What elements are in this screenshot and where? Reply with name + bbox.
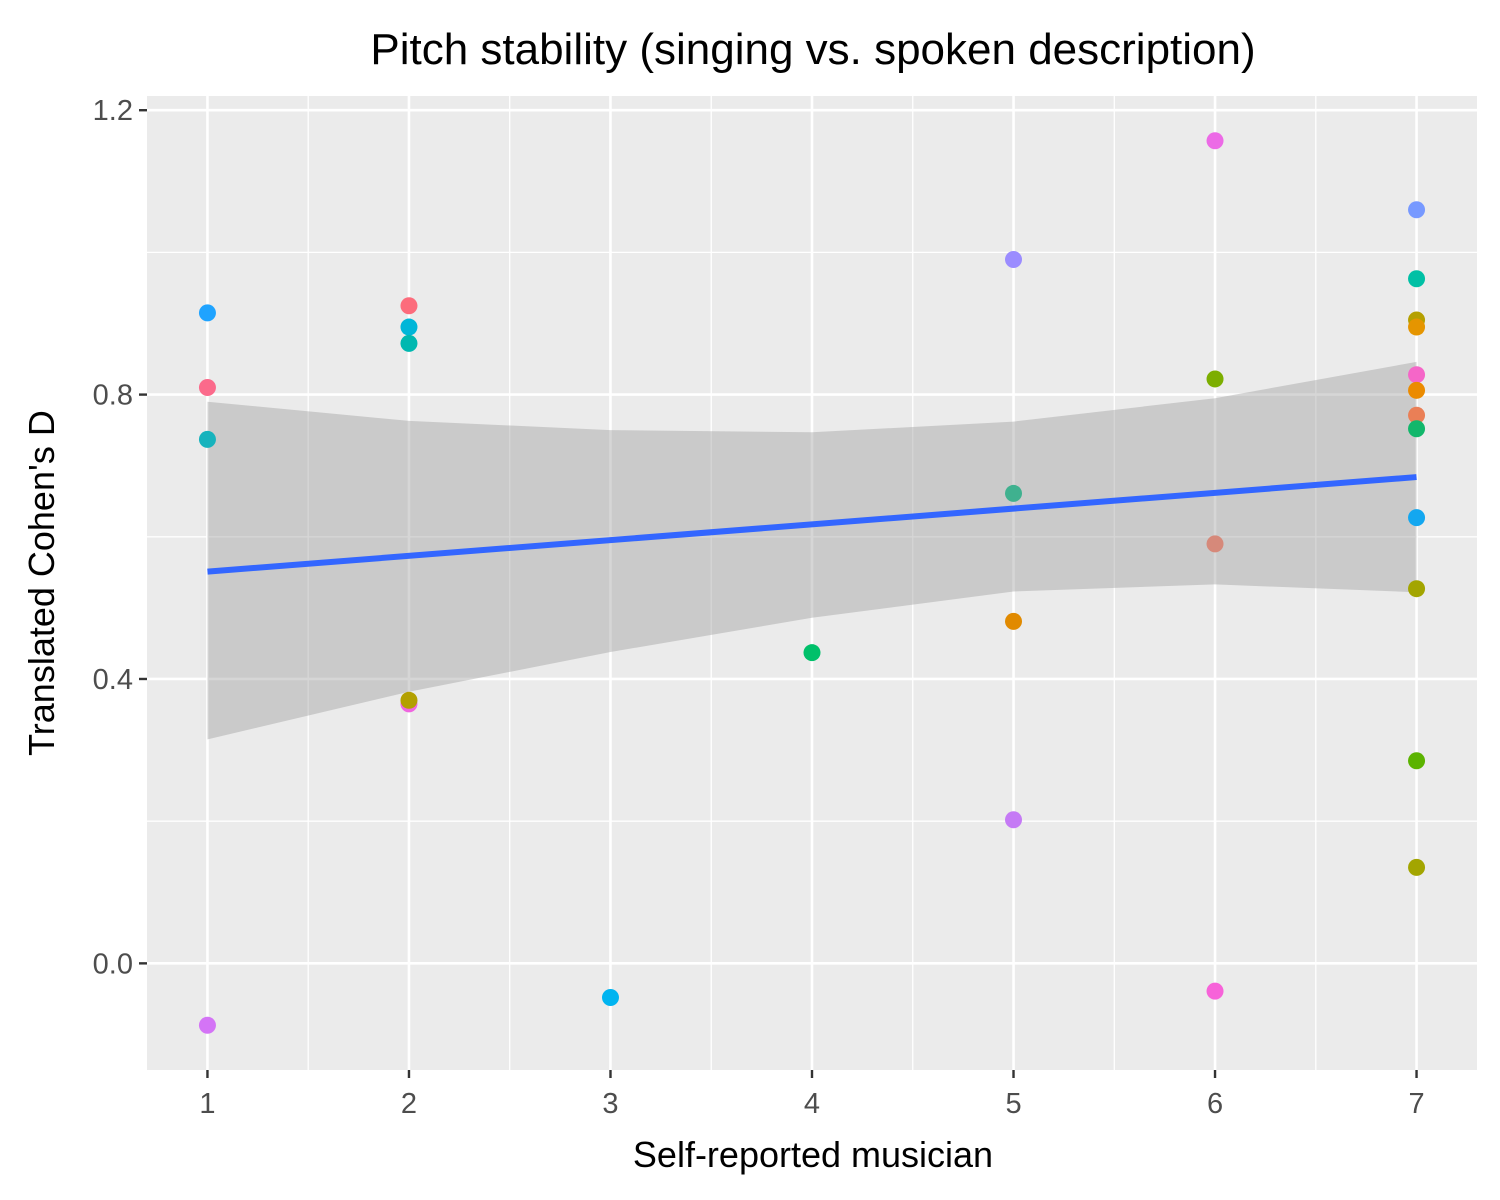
data-point: [1408, 420, 1426, 438]
y-tick-label: 0.0: [93, 948, 133, 980]
data-point: [1408, 509, 1426, 527]
data-point: [1005, 484, 1023, 502]
data-point: [1408, 858, 1426, 876]
data-point: [400, 691, 418, 709]
data-point: [1408, 381, 1426, 399]
confidence-band: [207, 361, 1417, 740]
x-tick-label: 4: [804, 1088, 820, 1120]
data-point: [1005, 811, 1023, 829]
y-tick-label: 0.8: [93, 380, 133, 412]
data-point: [198, 430, 216, 448]
data-point: [1005, 251, 1023, 269]
y-tick-label: 1.2: [93, 95, 133, 127]
y-tick-label: 0.4: [93, 664, 133, 696]
data-point: [1206, 370, 1224, 388]
data-point: [803, 644, 821, 662]
x-axis-title: Self-reported musician: [633, 1134, 993, 1175]
data-point: [198, 1016, 216, 1034]
x-tick-label: 1: [199, 1088, 215, 1120]
points-layer: [198, 132, 1426, 1034]
axis-ticks: [139, 109, 1418, 1078]
x-tick-label: 5: [1005, 1088, 1021, 1120]
data-point: [1408, 752, 1426, 770]
x-tick-label: 7: [1408, 1088, 1424, 1120]
x-tick-label: 6: [1207, 1088, 1223, 1120]
data-point: [1408, 201, 1426, 219]
data-point: [400, 297, 418, 315]
y-tick-labels: 0.0 0.4 0.8 1.2: [93, 95, 133, 980]
data-point: [1206, 535, 1224, 553]
x-tick-labels: 1 2 3 4 5 6 7: [199, 1088, 1424, 1120]
data-point: [1206, 132, 1224, 150]
x-tick-label: 2: [401, 1088, 417, 1120]
trend-line-layer: [207, 474, 1417, 575]
minor-gridlines: [147, 96, 1477, 1070]
confidence-band-layer: [207, 361, 1417, 740]
data-point: [198, 378, 216, 396]
major-gridlines: [147, 96, 1477, 1070]
data-point: [1005, 612, 1023, 630]
data-point: [1206, 982, 1224, 1000]
data-point: [400, 318, 418, 336]
y-axis-title: Translated Cohen's D: [21, 410, 62, 756]
data-point: [400, 334, 418, 352]
x-tick-label: 3: [602, 1088, 618, 1120]
data-point: [1408, 366, 1426, 384]
data-point: [1408, 270, 1426, 288]
data-point: [198, 304, 216, 322]
trend-line: [207, 474, 1417, 575]
data-point: [601, 988, 619, 1006]
chart-title: Pitch stability (singing vs. spoken desc…: [370, 25, 1255, 74]
data-point: [1408, 406, 1426, 424]
data-point: [1408, 580, 1426, 598]
data-point: [1408, 318, 1426, 336]
